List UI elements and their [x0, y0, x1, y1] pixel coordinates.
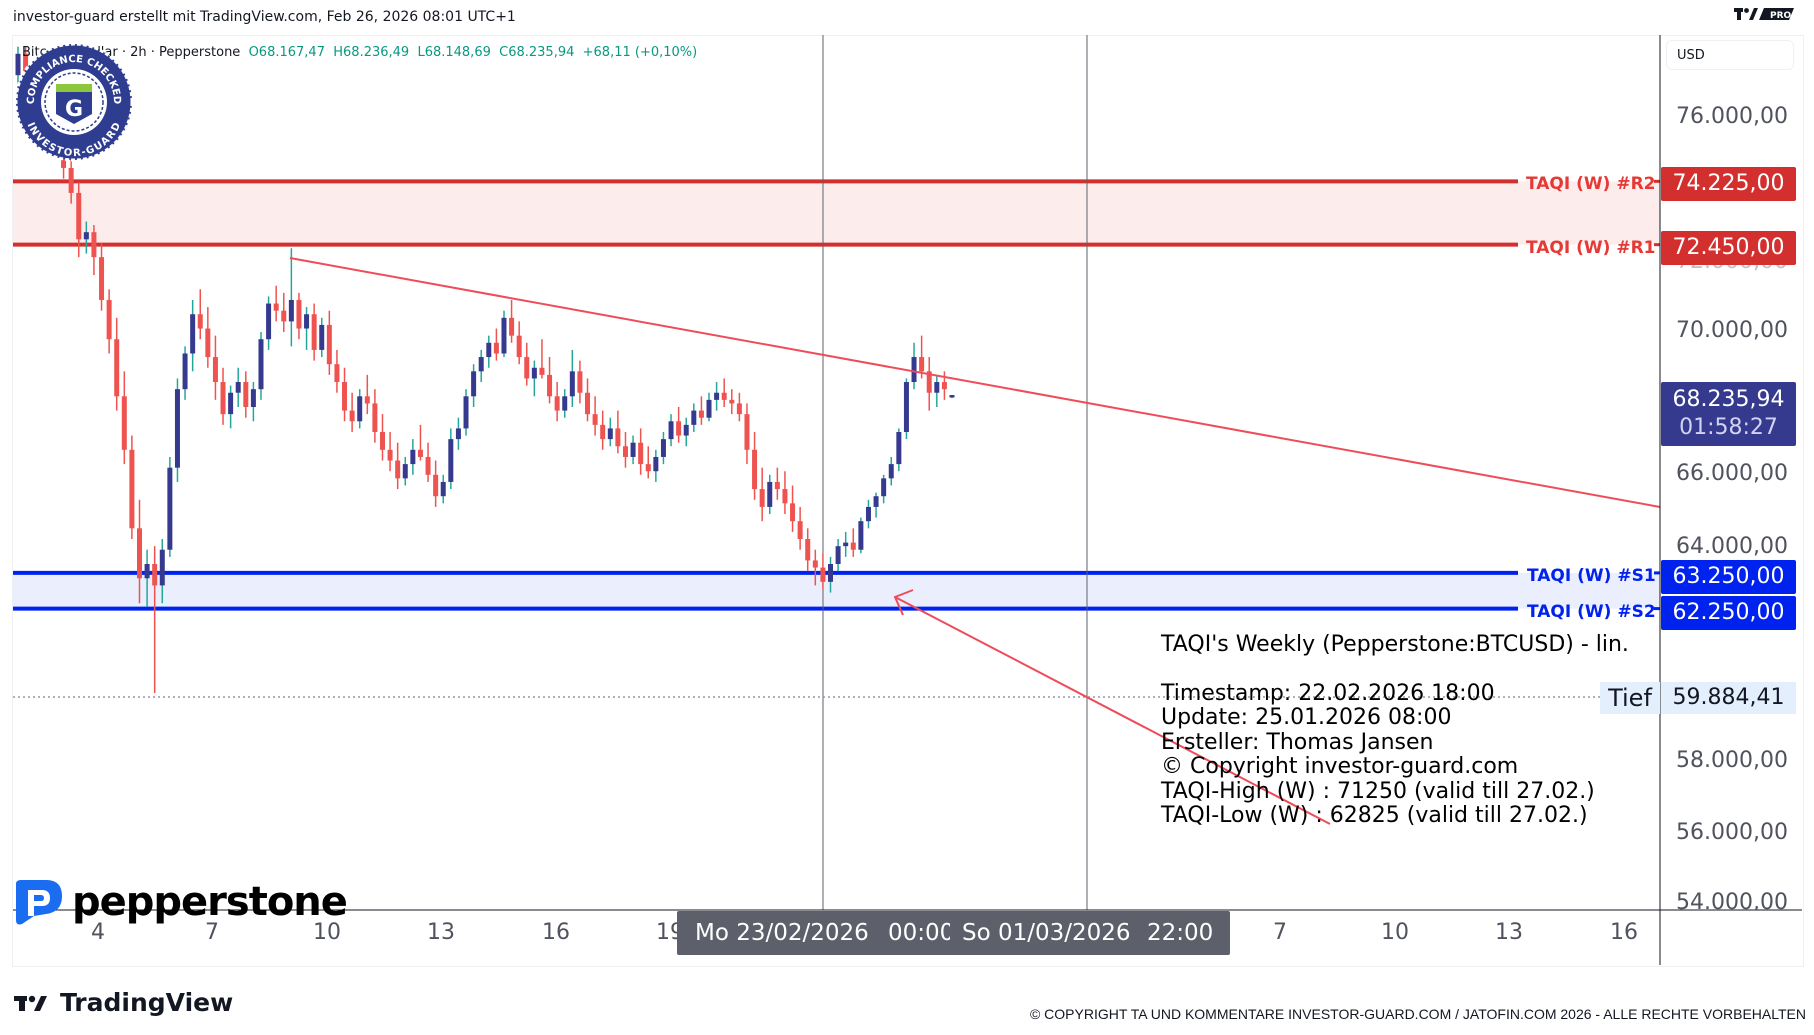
ohlc-open: O68.167,47 — [248, 45, 325, 60]
time-tick: 13 — [427, 920, 455, 945]
low-label: Tief — [1600, 682, 1660, 714]
range-end-time: 22:00 — [1147, 920, 1214, 946]
time-tick: 13 — [1495, 920, 1523, 945]
level-label-s2: TAQI (W) #S2 — [1527, 602, 1656, 622]
tradingview-pro-logo: PRO — [1734, 6, 1794, 22]
info-line: Timestamp: 22.02.2026 18:00 — [1161, 680, 1495, 706]
page-title: investor-guard erstellt mit TradingView.… — [13, 9, 516, 25]
arrow-annotation[interactable] — [893, 589, 1331, 825]
time-tick: 7 — [1273, 920, 1287, 945]
svg-text:G: G — [65, 97, 83, 122]
pepperstone-wordmark: pepperstone — [72, 879, 348, 925]
ohlc-change: +68,11 (+0,10%) — [582, 45, 698, 60]
compliance-badge: COMPLIANCE CHECKED INVESTOR-GUARD G — [14, 42, 134, 162]
candles — [15, 46, 955, 694]
range-end-date: So 01/03/2026 — [962, 920, 1131, 946]
level-label-s1: TAQI (W) #S1 — [1527, 566, 1656, 586]
price-tick: 76.000,00 — [1676, 104, 1788, 129]
price-tick: 70.000,00 — [1676, 318, 1788, 343]
bar-countdown: 01:58:27 — [1679, 415, 1778, 440]
tradingview-icon: PRO — [1734, 8, 1794, 21]
price-tick: 66.000,00 — [1676, 461, 1788, 486]
level-price-s1: 63.250,00 — [1661, 560, 1796, 594]
tradingview-footer-logo: TradingView — [14, 988, 233, 1017]
svg-text:PRO: PRO — [1770, 11, 1792, 21]
last-price: 68.235,94 — [1672, 387, 1785, 412]
currency-selector[interactable]: USD — [1666, 40, 1794, 70]
level-price-r2: 74.225,00 — [1661, 167, 1796, 201]
resistance-zone — [13, 181, 1660, 245]
date-range-label: Mo 23/02/2026 00:00 So 01/03/2026 22:00 — [677, 911, 1230, 955]
copyright-notice: © COPYRIGHT TA UND KOMMENTARE INVESTOR-G… — [1029, 1006, 1806, 1022]
time-tick: 7 — [205, 920, 219, 945]
time-tick: 16 — [1610, 920, 1638, 945]
info-line: Ersteller: Thomas Jansen — [1161, 729, 1434, 755]
price-tick: 54.000,00 — [1676, 890, 1788, 910]
taqi-info-box[interactable]: TAQI's Weekly (Pepperstone:BTCUSD) - lin… — [1161, 632, 1629, 829]
support-zone — [13, 572, 1660, 609]
ohlc-high: H68.236,49 — [333, 45, 410, 60]
range-start-date: Mo 23/02/2026 — [695, 920, 869, 946]
chart-frame — [12, 35, 1804, 967]
level-label-r2: TAQI (W) #R2 — [1526, 174, 1656, 194]
ohlc-low: L68.148,69 — [417, 45, 491, 60]
tradingview-wordmark: TradingView — [60, 988, 234, 1017]
pepperstone-icon — [16, 880, 62, 925]
trendline[interactable] — [289, 257, 1661, 508]
ohlc-close: C68.235,94 — [499, 45, 575, 60]
last-price-label: 68.235,94 01:58:27 — [1661, 382, 1796, 446]
level-price-s2: 62.250,00 — [1661, 596, 1796, 630]
time-tick: 10 — [313, 920, 341, 945]
info-line: TAQI-High (W) : 71250 (valid till 27.02.… — [1161, 778, 1595, 804]
level-price-r1: 72.450,00 — [1661, 231, 1796, 265]
info-line: TAQI-Low (W) : 62825 (valid till 27.02.) — [1161, 803, 1588, 828]
time-tick: 4 — [91, 920, 105, 945]
info-line: Update: 25.01.2026 08:00 — [1161, 705, 1452, 730]
info-line: © Copyright investor-guard.com — [1161, 754, 1519, 779]
level-label-r1: TAQI (W) #R1 — [1526, 238, 1656, 258]
pepperstone-logo: pepperstone — [12, 878, 348, 926]
tradingview-icon — [14, 995, 47, 1011]
time-tick: 10 — [1381, 920, 1409, 945]
time-tick: 16 — [542, 920, 570, 945]
info-title: TAQI's Weekly (Pepperstone:BTCUSD) - lin… — [1161, 632, 1629, 657]
price-tick: 64.000,00 — [1676, 534, 1788, 559]
low-value: 59.884,41 — [1661, 682, 1796, 714]
range-start-time: 00:00 — [888, 920, 950, 946]
price-tick: 56.000,00 — [1676, 820, 1788, 845]
price-tick: 58.000,00 — [1676, 748, 1788, 773]
